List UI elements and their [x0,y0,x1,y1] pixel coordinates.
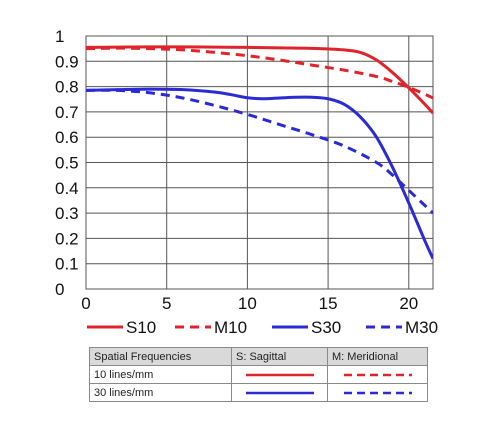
y-tick-label: 0 [55,280,64,299]
meridional-line-sample [343,391,412,394]
series-layer [86,45,433,260]
x-tick-label: 5 [162,294,171,313]
y-tick-label: 1 [55,27,64,46]
series-line-m30 [86,88,433,215]
table-header-cell: S: Sagittal [231,347,328,366]
table-row: 10 lines/mm [89,365,428,384]
x-tick-label: 15 [319,294,338,313]
legend-label-m10: M10 [214,318,247,337]
series-line-m10 [86,46,433,100]
y-tick-label: 0.8 [55,78,79,97]
meridional-line-sample [343,373,412,376]
row-label: 30 lines/mm [89,383,232,402]
reference-table: Spatial Frequencies S: Sagittal M: Merid… [89,347,428,402]
x-tick-label: 0 [81,294,90,313]
legend-label-m30: M30 [405,318,438,337]
table-header-row: Spatial Frequencies S: Sagittal M: Merid… [89,347,428,366]
table-row: 30 lines/mm [89,383,428,402]
y-tick-label: 0.7 [55,103,79,122]
sagittal-sample-cell [231,383,328,402]
tick-layer: 00.10.20.30.40.50.60.70.80.910 5 10 15 20 [55,27,418,313]
x-tick-label: 20 [399,294,418,313]
meridional-sample-cell [327,383,428,402]
legend: S10 M10 S30 M30 [87,318,438,337]
series-line-s30 [86,87,433,260]
y-tick-label: 0.1 [55,255,79,274]
table-header-cell: M: Meridional [327,347,428,366]
x-tick-label: 10 [238,294,257,313]
grid-layer [85,35,434,290]
row-label: 10 lines/mm [89,365,232,384]
series-line-s10 [86,45,433,115]
y-tick-label: 0.5 [55,154,79,173]
sagittal-line-sample [245,391,314,394]
y-tick-label: 0.4 [55,179,79,198]
sagittal-sample-cell [231,365,328,384]
y-tick-label: 0.3 [55,204,79,223]
sagittal-line-sample [245,373,314,376]
y-tick-label: 0.9 [55,52,79,71]
legend-label-s30: S30 [311,318,341,337]
legend-label-s10: S10 [126,318,156,337]
table-header-cell: Spatial Frequencies [89,347,232,366]
meridional-sample-cell [327,365,428,384]
y-tick-label: 0.6 [55,128,79,147]
y-tick-label: 0.2 [55,229,79,248]
